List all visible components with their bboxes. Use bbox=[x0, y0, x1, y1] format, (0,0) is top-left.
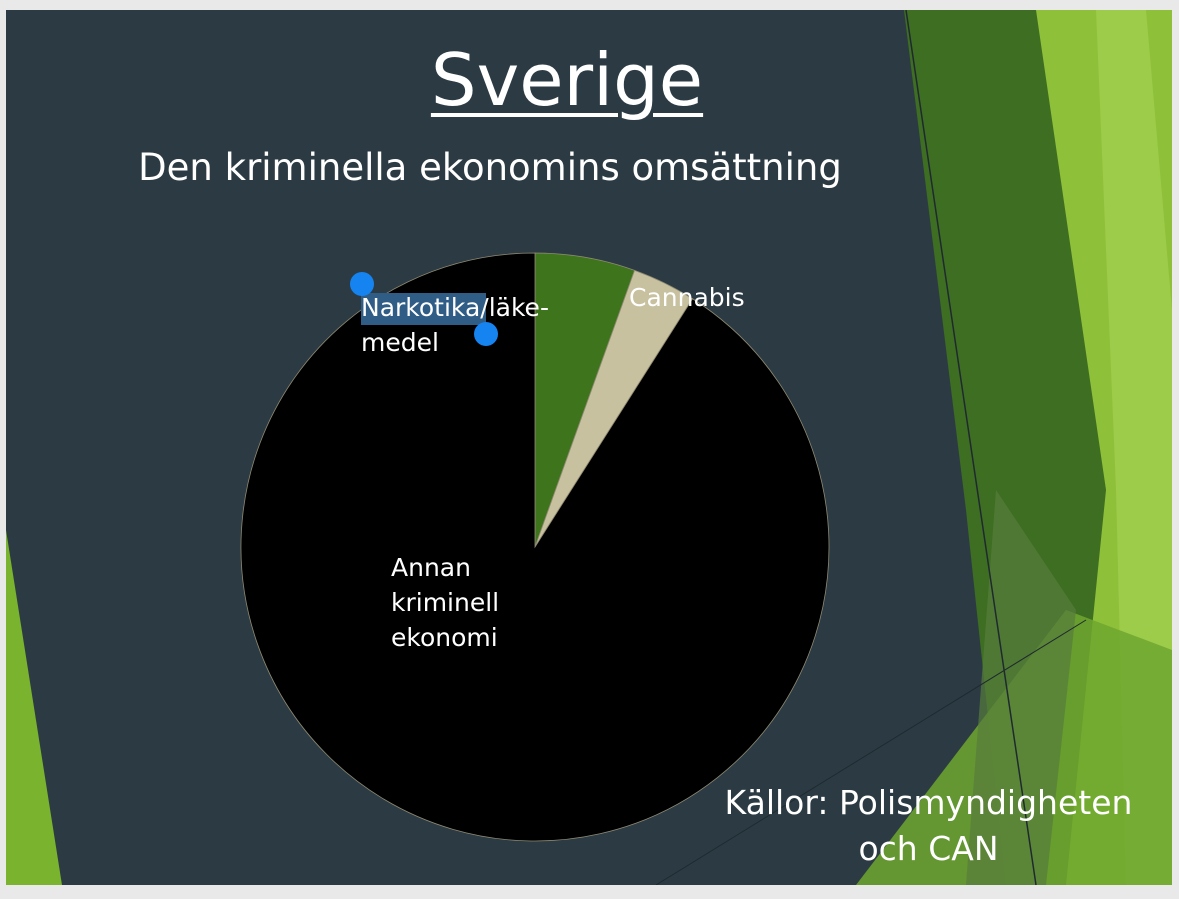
decor-line bbox=[655, 619, 1087, 885]
slide: Sverige Den kriminella ekonomins omsättn… bbox=[6, 10, 1172, 885]
decor bbox=[6, 530, 62, 885]
source-note: Källor: Polismyndigheten och CAN bbox=[724, 783, 1133, 868]
slice-label: Cannabis bbox=[629, 283, 745, 312]
pie-slice bbox=[240, 252, 830, 842]
slide-subtitle: Den kriminella ekonomins omsättning bbox=[138, 146, 842, 189]
chart bbox=[6, 10, 1172, 885]
decor bbox=[966, 490, 1076, 885]
slice-label: Annan kriminell ekonomi bbox=[391, 553, 500, 652]
pie bbox=[240, 252, 830, 842]
text-selection bbox=[361, 293, 486, 325]
selection-handle[interactable] bbox=[350, 272, 374, 296]
slide-title: Sverige bbox=[430, 38, 704, 122]
decor-line bbox=[905, 10, 1037, 885]
selection-handle[interactable] bbox=[474, 322, 498, 346]
slice-label: Narkotika/läke-medel bbox=[361, 293, 549, 357]
